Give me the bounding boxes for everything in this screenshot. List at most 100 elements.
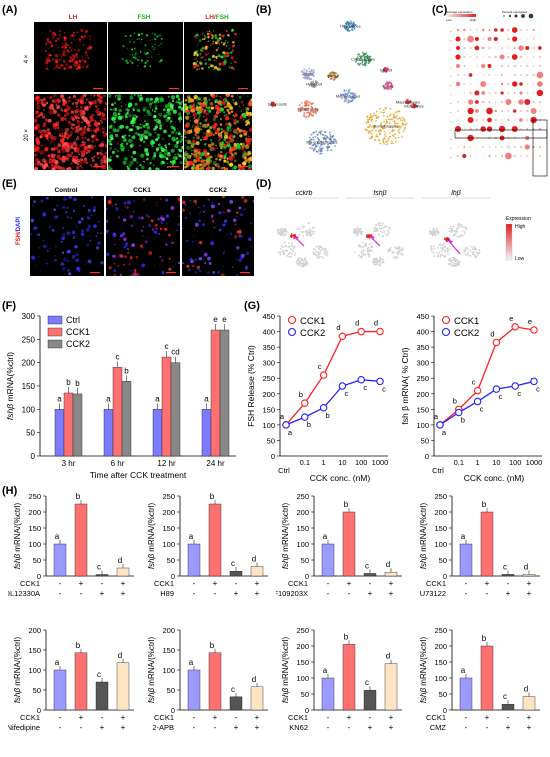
umap-cell bbox=[354, 92, 357, 95]
cell-signal bbox=[214, 34, 217, 37]
y-tick-label: 250 bbox=[22, 335, 36, 344]
umap-cell bbox=[373, 125, 376, 127]
dot bbox=[500, 82, 504, 86]
bar bbox=[103, 409, 114, 457]
cell-signal bbox=[100, 261, 104, 265]
umap-cluster-label: Macrophages bbox=[396, 100, 420, 105]
cell-signal bbox=[158, 45, 160, 47]
cell-signal bbox=[115, 133, 119, 138]
cell-signal bbox=[215, 157, 218, 161]
cell-signal bbox=[182, 227, 184, 229]
cell-signal bbox=[70, 94, 72, 95]
feature-cell bbox=[456, 260, 459, 263]
cell-signal bbox=[198, 114, 202, 117]
cell-signal bbox=[204, 53, 208, 56]
cell-signal bbox=[128, 138, 133, 143]
bar bbox=[250, 566, 264, 577]
cell-signal bbox=[89, 235, 91, 237]
cell-signal bbox=[130, 128, 133, 132]
cell-signal bbox=[239, 212, 244, 217]
feature-cell bbox=[458, 235, 461, 238]
cell-signal bbox=[240, 110, 242, 112]
cell-signal bbox=[245, 108, 248, 111]
cell-signal bbox=[58, 147, 60, 149]
dot bbox=[495, 83, 497, 85]
cell-signal bbox=[137, 109, 141, 113]
cell-signal bbox=[113, 120, 116, 124]
feature-cell bbox=[304, 230, 307, 233]
y-axis-label: fshβ mRNA/(%ctrl) bbox=[281, 636, 290, 703]
umap-cell bbox=[379, 132, 382, 135]
umap-cell bbox=[385, 119, 388, 121]
cell-signal bbox=[114, 108, 117, 112]
cell-signal bbox=[213, 69, 215, 71]
feature-cell bbox=[452, 225, 455, 228]
umap-cell bbox=[371, 118, 373, 121]
cell-signal bbox=[70, 134, 73, 137]
cell-signal bbox=[211, 54, 215, 58]
cell-signal bbox=[62, 102, 66, 106]
umap-cell bbox=[386, 120, 388, 123]
cell-signal bbox=[101, 127, 105, 130]
cell-signal bbox=[122, 218, 127, 222]
umap-cell bbox=[361, 58, 363, 61]
feature-cell bbox=[317, 257, 320, 259]
treatment-sign: + bbox=[213, 713, 218, 722]
cell-signal bbox=[184, 129, 185, 131]
cell-signal bbox=[49, 29, 52, 33]
cell-signal bbox=[190, 108, 196, 113]
dot bbox=[520, 155, 522, 157]
dot bbox=[532, 38, 535, 40]
umap-cell bbox=[302, 115, 305, 117]
y-axis-label: fshβ mRNA/(%ctrl) bbox=[13, 502, 22, 569]
cell-signal bbox=[175, 100, 178, 103]
cell-signal bbox=[131, 243, 136, 248]
dot bbox=[518, 45, 524, 51]
cell-signal bbox=[117, 142, 120, 145]
dot bbox=[455, 54, 461, 60]
cell-signal bbox=[240, 256, 243, 260]
cell-signal bbox=[144, 44, 147, 47]
cell-signal bbox=[85, 227, 90, 232]
cell-signal bbox=[234, 60, 237, 64]
cell-signal bbox=[111, 116, 116, 121]
feature-cell bbox=[370, 249, 373, 252]
cell-signal bbox=[133, 272, 137, 276]
cell-signal bbox=[194, 222, 199, 227]
cell-signal bbox=[196, 148, 201, 153]
treatment-sign: - bbox=[193, 713, 196, 722]
feature-cell bbox=[283, 228, 286, 231]
cell-signal bbox=[140, 229, 144, 233]
cell-signal bbox=[77, 220, 82, 224]
chart-h3: 0 50 100 150 200 250 fshβ mRNA/(%ctrl) a b c d CCK1… bbox=[268, 490, 414, 614]
cell-signal bbox=[143, 65, 146, 68]
cell-signal bbox=[82, 31, 84, 33]
treatment-sign: - bbox=[214, 589, 217, 598]
dot bbox=[513, 145, 516, 149]
cell-signal bbox=[83, 204, 86, 208]
cell-signal bbox=[241, 166, 244, 169]
feature-cell bbox=[461, 230, 464, 232]
cell-signal bbox=[164, 146, 168, 149]
umap-cell bbox=[309, 103, 312, 105]
cell-signal bbox=[78, 138, 80, 140]
feature-cell bbox=[464, 254, 467, 256]
dot bbox=[495, 128, 497, 130]
micrograph-control bbox=[30, 196, 104, 276]
cell-signal bbox=[182, 200, 186, 204]
cell-signal bbox=[78, 37, 80, 39]
cell-signal bbox=[198, 213, 200, 215]
cell-signal bbox=[190, 148, 192, 150]
dot bbox=[456, 154, 460, 158]
umap-cell bbox=[311, 147, 313, 150]
umap-cell bbox=[305, 100, 308, 102]
umap-cell bbox=[336, 74, 339, 76]
cell-signal bbox=[51, 228, 55, 232]
cell-signal bbox=[199, 122, 202, 125]
cell-signal bbox=[63, 145, 65, 148]
feature-cell bbox=[394, 257, 397, 259]
cell-signal bbox=[132, 56, 135, 59]
dot bbox=[476, 155, 478, 157]
cell-signal bbox=[84, 136, 87, 140]
treatment-label: CCK1 bbox=[154, 713, 174, 722]
